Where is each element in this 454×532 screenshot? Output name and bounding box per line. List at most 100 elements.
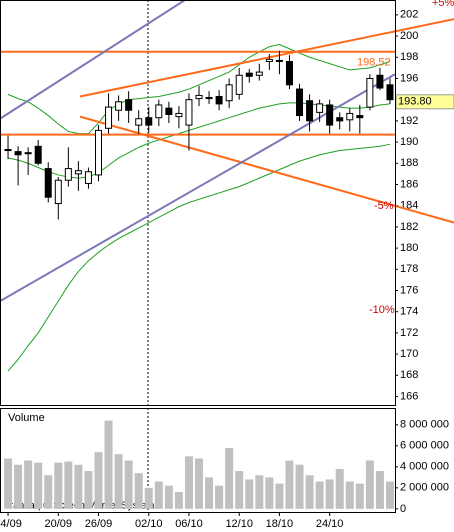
x-tick-label: 06/10 [175,518,203,530]
volume-bar [124,460,133,509]
volume-bar [54,462,63,509]
volume-bar [225,447,234,509]
candle-body [336,117,344,122]
volume-bar [34,462,43,509]
candle-body [175,112,183,118]
price-frame [0,0,396,406]
volume-bar [255,475,264,509]
y-tick-label: 172 [400,327,418,339]
volume-bar [295,464,304,509]
x-tick-label: 24/10 [316,518,344,530]
volume-bar [94,452,103,509]
volume-bar [215,485,224,509]
volume-tick-label: 2 000 000 [400,482,449,494]
volume-bar [195,458,204,509]
volume-bar [205,477,214,509]
y-tick-label: 180 [400,242,418,254]
volume-bar [164,485,173,509]
volume-bar [325,479,334,509]
candle-body [14,151,22,156]
x-tick-label: 02/10 [135,518,163,530]
y-tick-label: 186 [400,178,418,190]
annotation: +5% [432,0,454,9]
volume-tick-label: 4 000 000 [400,461,449,473]
y-tick-label: 168 [400,369,418,381]
x-tick-label: 12/10 [225,518,253,530]
volume-bar [375,471,384,509]
volume-tick-label: 8 000 000 [400,419,449,431]
volume-bar [335,468,344,509]
candle-body [285,60,293,86]
y-tick-label: 166 [400,390,418,402]
candle-body [205,97,213,100]
y-tick-label: 182 [400,221,418,233]
volume-bar [305,475,314,509]
band-line [7,143,391,372]
candle-body [4,148,12,152]
candle-body [125,99,133,111]
volume-bar [365,460,374,509]
volume-bar [245,479,254,509]
candle-body [74,170,82,175]
x-tick-label: 18/10 [266,518,294,530]
candle-body [185,99,193,126]
candle-body [275,59,283,62]
candle-body [366,77,374,108]
y-tick-label: 192 [400,115,418,127]
volume-bar [44,475,53,509]
candle-body [386,84,394,101]
volume-bar [355,483,364,509]
candle-body [165,107,173,116]
volume-title: Volume [8,412,45,424]
y-tick-label: 178 [400,263,418,275]
annotation: -10% [369,304,395,316]
volume-bar [104,420,113,509]
candle-body [356,115,364,119]
candle-body [326,104,334,126]
volume-bar [4,458,13,509]
candle-body [155,104,163,119]
volume-bar [184,456,193,509]
annotation: -5% [374,200,394,212]
trend-line [79,18,454,98]
level-label: 198.52 [357,57,391,69]
candle-body [135,118,143,126]
volume-tick-label: 0 [400,503,406,515]
volume-bar [154,481,163,509]
candle-body [306,100,314,122]
candle-body [105,106,113,129]
candle-body [235,74,243,95]
y-tick-label: 170 [400,348,418,360]
candle-body [44,168,52,198]
volume-bar [134,473,143,509]
volume-bar [235,471,244,509]
y-tick-label: 188 [400,157,418,169]
x-tick-label: 14/09 [0,518,22,530]
volume-bar [275,483,284,509]
volume-bar [385,481,394,509]
volume-bar [144,487,153,509]
candle-body [94,129,102,176]
candle-body [115,101,123,111]
volume-bar [84,471,93,509]
y-tick-label: 196 [400,72,418,84]
volume-bar [174,492,183,509]
y-tick-label: 202 [400,9,418,21]
y-tick-label: 198 [400,51,418,63]
band-line [7,44,391,135]
candle-body [64,168,72,181]
volume-bar [345,481,354,509]
volume-tick-label: 6 000 000 [400,440,449,452]
candle-body [265,58,273,62]
y-tick-label: 200 [400,30,418,42]
volume-bar [74,464,83,509]
volume-bar [14,464,23,509]
candle-body [376,74,384,89]
candle-body [195,94,203,100]
y-tick-label: 174 [400,306,418,318]
candle-body [84,171,92,184]
candle-body [24,152,32,155]
volume-bar [315,481,324,509]
y-tick-label: 176 [400,284,418,296]
candle-body [145,117,153,126]
